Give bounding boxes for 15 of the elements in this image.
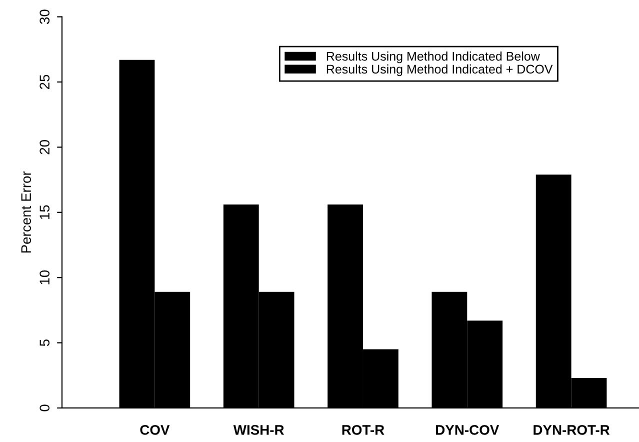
x-tick-label: DYN-ROT-R bbox=[534, 425, 610, 435]
legend-label: Results Using Method Indicated Below bbox=[326, 52, 540, 64]
y-tick-label: 30 bbox=[40, 10, 50, 24]
y-tick-label: 25 bbox=[40, 74, 50, 90]
x-tick-label: ROT-R bbox=[342, 425, 384, 435]
x-tick-label: DYN-COV bbox=[436, 425, 500, 435]
y-axis-title: Percent Error bbox=[21, 171, 32, 253]
y-tick-label: 20 bbox=[40, 140, 50, 154]
y-tick-label: 15 bbox=[40, 205, 50, 220]
y-tick-label: 5 bbox=[40, 339, 50, 346]
x-tick-label: COV bbox=[140, 425, 170, 435]
x-tick-label: WISH-R bbox=[233, 425, 284, 435]
y-tick-label: 10 bbox=[40, 270, 50, 284]
legend-label: Results Using Method Indicated + DCOV bbox=[326, 64, 553, 76]
y-tick-label: 0 bbox=[40, 404, 50, 412]
